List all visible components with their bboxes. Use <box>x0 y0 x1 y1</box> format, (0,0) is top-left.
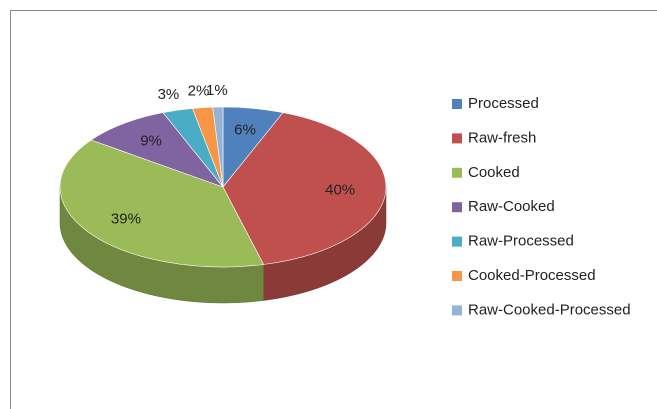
legend-label: Raw-Cooked <box>468 198 555 215</box>
value-label: 3% <box>158 86 180 103</box>
legend-swatch <box>452 133 462 144</box>
value-label: 39% <box>111 210 141 227</box>
value-label: 40% <box>325 182 355 199</box>
value-label: 2% <box>188 83 210 100</box>
value-label: 1% <box>206 82 228 99</box>
legend-swatch <box>452 271 462 281</box>
legend-label: Raw-fresh <box>468 129 536 146</box>
legend-swatch <box>452 202 462 213</box>
legend-label: Cooked-Processed <box>468 267 596 284</box>
legend-swatch <box>452 167 462 178</box>
legend-label: Cooked <box>468 164 520 181</box>
value-label: 9% <box>140 132 162 149</box>
legend-swatch <box>452 236 462 247</box>
legend-swatch <box>452 99 462 109</box>
slice <box>59 139 265 268</box>
slice <box>90 112 224 188</box>
slice <box>222 112 387 265</box>
legend-label: Raw-Cooked-Processed <box>468 301 631 318</box>
legend-label: Raw-Processed <box>468 233 574 250</box>
slice <box>212 106 224 188</box>
legend-label: Processed <box>468 95 539 112</box>
value-label: 6% <box>234 121 256 138</box>
legend-swatch <box>452 305 462 316</box>
